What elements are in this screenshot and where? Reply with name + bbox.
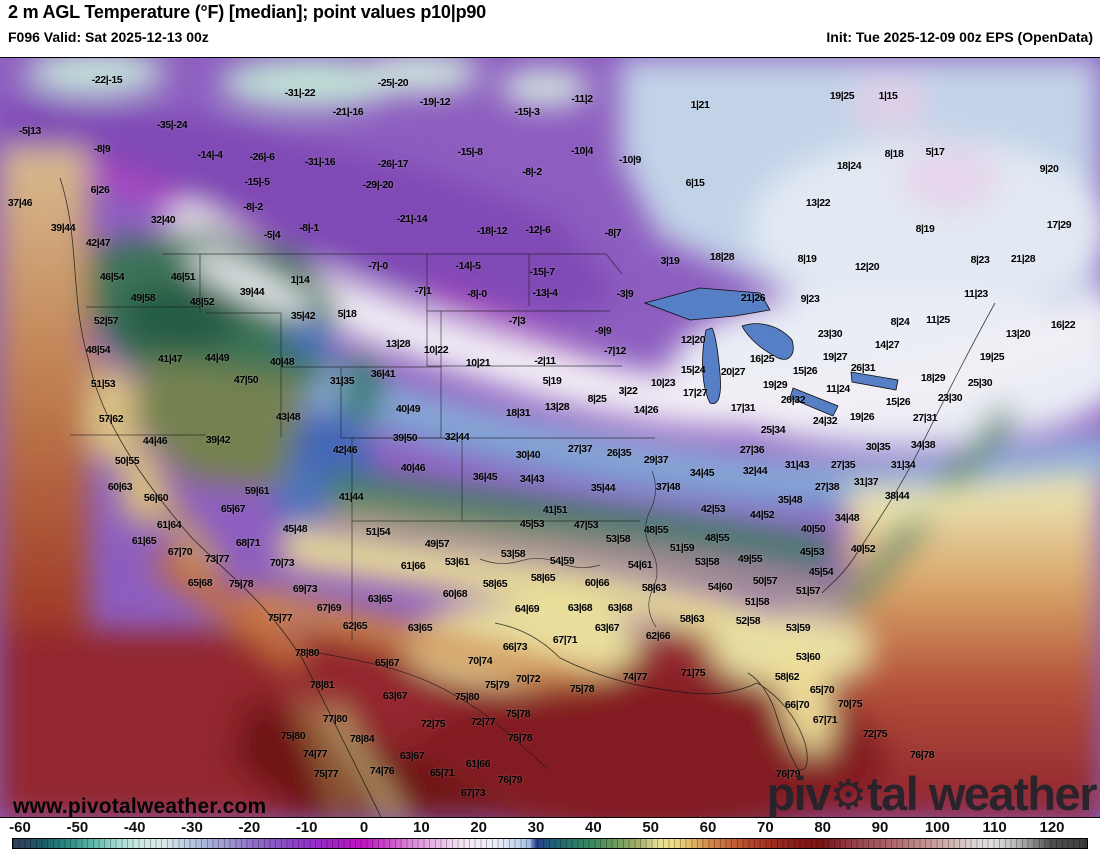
colorbar-tick-label: 110 [982, 819, 1007, 836]
colorbar-tick-label: 10 [412, 819, 430, 836]
header: 2 m AGL Temperature (°F) [median]; point… [0, 0, 1100, 57]
colorbar-tick-label: 70 [756, 819, 774, 836]
logo-text-prefix: piv [766, 767, 831, 820]
colorbar-tick-label: 0 [359, 819, 369, 836]
colorbar-tick-label: 40 [584, 819, 602, 836]
temperature-field [0, 58, 1100, 817]
pivotal-weather-logo: piv⚙tal weather [766, 766, 1098, 821]
colorbar-tick-label: -50 [66, 819, 89, 836]
colorbar-tick-label: -60 [9, 819, 31, 836]
colorbar-tick-label: 80 [814, 819, 831, 836]
colorbar-tick-label: -30 [181, 819, 203, 836]
colorbar-tick-label: 60 [699, 819, 717, 836]
valid-time: F096 Valid: Sat 2025-12-13 00z [8, 29, 209, 45]
init-time: Init: Tue 2025-12-09 00z EPS (OpenData) [826, 29, 1093, 45]
colorbar-tick-label: -20 [238, 819, 261, 836]
watermark-url: www.pivotalweather.com [13, 795, 267, 818]
colorbar-tick-label: 100 [924, 819, 950, 836]
colorbar-tick-hatch [13, 839, 1087, 848]
gear-icon: ⚙ [829, 772, 867, 818]
product-title: 2 m AGL Temperature (°F) [median]; point… [8, 2, 486, 22]
state-borders [70, 253, 658, 770]
colorbar: -60 -50 -40 -30 -20 -10 0 10 20 30 40 50 60 70 80 90 100… [0, 818, 1100, 850]
coastlines [59, 177, 996, 817]
colorbar-tick-label: 30 [527, 819, 545, 836]
great-lakes [643, 287, 899, 417]
logo-text-suffix: tal weather [866, 767, 1098, 820]
colorbar-tick-label: -40 [123, 819, 146, 836]
map-canvas [0, 57, 1100, 818]
colorbar-tick-label: -10 [295, 819, 318, 836]
colorbar-tick-label: 20 [470, 819, 487, 836]
colorbar-tick-label: 90 [871, 819, 889, 836]
colorbar-gradient [12, 838, 1088, 849]
colorbar-tick-label: 120 [1039, 819, 1065, 836]
colorbar-tick-label: 50 [642, 819, 659, 836]
